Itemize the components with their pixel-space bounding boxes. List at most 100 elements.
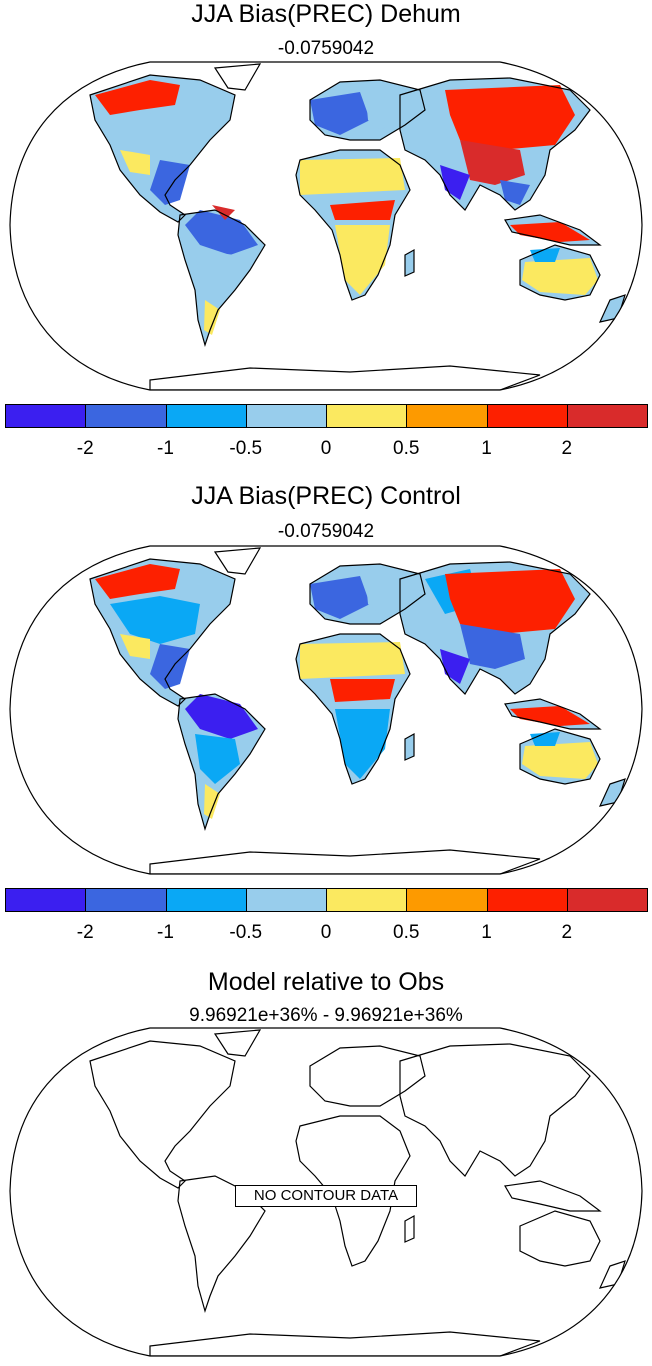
coastline-australia (519, 1210, 601, 1267)
colorbar-box (5, 888, 87, 912)
land-antarctica (150, 1332, 540, 1356)
coastline-africa (295, 633, 411, 785)
bias-patch (150, 644, 190, 689)
bias-patch (522, 742, 598, 779)
coastline-africa (295, 149, 411, 301)
bias-patch (110, 112, 200, 160)
coastline-madagascar (404, 1214, 415, 1243)
land-layer (89, 63, 626, 390)
bias-patch (510, 706, 590, 726)
colorbar-label: -1 (157, 438, 174, 459)
colorbar-control: -2 -1 -0.5 0 0.5 1 2 (5, 888, 648, 943)
coastline-samerica (177, 209, 266, 348)
colorbar-label: 0.5 (393, 922, 420, 943)
bias-patch (330, 200, 395, 220)
panel-subtitle: -0.0759042 (277, 38, 375, 59)
bias-patch (310, 576, 370, 619)
bias-patch (365, 88, 420, 130)
colorbar-label: 2 (561, 922, 573, 943)
coastline-antarctica (149, 1331, 541, 1356)
bias-patch (120, 150, 150, 175)
colorbar-box (486, 404, 568, 428)
panel-subtitle: 9.96921e+36% - 9.96921e+36% (189, 1005, 463, 1026)
colorbar-label: 0.5 (393, 438, 420, 459)
coastline-samerica (177, 693, 266, 832)
colorbar-label: -1 (157, 922, 174, 943)
land-layer (89, 547, 626, 874)
land-madagascar (405, 734, 414, 760)
coastline-greenland (213, 1029, 262, 1057)
colorbar-label: -2 (76, 922, 94, 943)
colorbar-box (165, 404, 247, 428)
colorbar-label: 0 (320, 922, 332, 943)
bias-patch (204, 784, 220, 819)
bias-patch (212, 205, 235, 220)
coastline-asia (399, 1043, 591, 1177)
coastline-europe (309, 1045, 426, 1107)
coastline-namerica (89, 74, 236, 223)
coastline-africa (295, 1115, 411, 1267)
no-contour-data-label: NO CONTOUR DATA (235, 1185, 417, 1207)
coastline-madagascar (404, 732, 415, 761)
panel-title: Model relative to Obs (207, 968, 445, 996)
bias-patch (300, 642, 405, 679)
colorbar-label: -0.5 (229, 438, 263, 459)
bias-patch (445, 569, 575, 634)
bias-patch (330, 679, 395, 702)
coastline-asia (399, 77, 591, 211)
coastline-greenland (213, 63, 262, 91)
coastline-europe (309, 563, 426, 625)
colorbar-label: -2 (76, 438, 94, 459)
land-madagascar (405, 250, 414, 276)
land-antarctica (150, 366, 540, 390)
bias-patch (204, 300, 220, 335)
bias-patch (522, 258, 598, 295)
land-indonesia (505, 1181, 600, 1211)
bias-patch (460, 140, 525, 185)
map-group (9, 61, 643, 391)
colorbar-box (5, 404, 87, 428)
coastline-indonesia (504, 698, 602, 730)
bias-patch (365, 572, 420, 614)
coastline-namerica (89, 558, 236, 707)
bias-patch (510, 222, 590, 242)
bias-patch (120, 634, 150, 659)
map-group (9, 545, 643, 875)
land-samerica (178, 1176, 265, 1311)
coastline-australia (519, 728, 601, 785)
land-madagascar (405, 1216, 414, 1242)
map-dehum (9, 61, 643, 391)
bias-patch (460, 624, 525, 669)
coastline-australia (519, 244, 601, 301)
coastline-asia (399, 561, 591, 695)
map-relative (9, 1027, 643, 1357)
colorbar-box (566, 888, 648, 912)
land-australia (520, 1211, 600, 1266)
colorbar-label: -0.5 (229, 922, 263, 943)
bias-patch (530, 732, 560, 746)
coastline-greenland (213, 547, 262, 575)
bias-patch (95, 80, 180, 115)
colorbar-box (85, 888, 167, 912)
land-namerica (90, 1041, 235, 1188)
map-group (9, 1027, 643, 1357)
bias-patch (195, 250, 240, 300)
coastline-antarctica (149, 849, 541, 874)
colorbar-label: 0 (320, 438, 332, 459)
bias-patch (300, 158, 405, 195)
colorbar-label: 2 (561, 438, 573, 459)
bias-patch (150, 160, 190, 205)
coastline-indonesia (504, 214, 602, 246)
coastline-madagascar (404, 248, 415, 277)
bias-patch (195, 734, 240, 784)
globe-outline (9, 545, 643, 875)
colorbar-box (165, 888, 247, 912)
bias-patch (110, 596, 200, 644)
coastline-antarctica (149, 365, 541, 390)
land-antarctica (150, 850, 540, 874)
bias-patch (530, 248, 560, 262)
land-layer (89, 1029, 626, 1356)
bias-patch (185, 210, 258, 255)
bias-patch (310, 92, 370, 135)
colorbar-box (245, 888, 327, 912)
